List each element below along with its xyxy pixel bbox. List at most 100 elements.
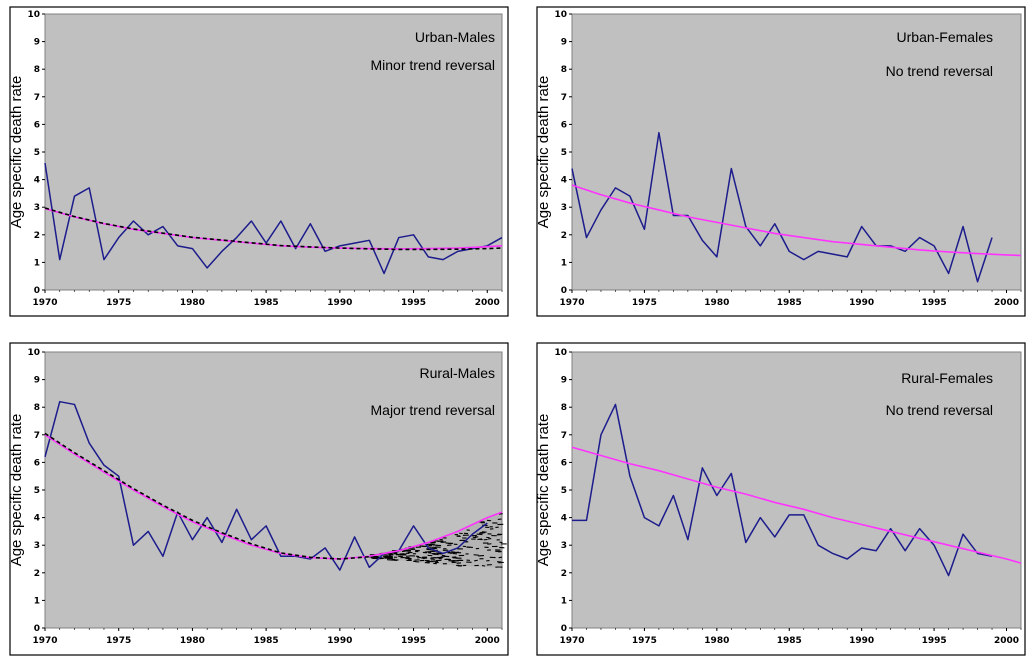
plot-area (571, 13, 1022, 291)
y-tick-label: 4 (561, 514, 567, 524)
x-tick-label: 1995 (922, 636, 947, 646)
x-tick-label: 1975 (106, 636, 131, 646)
axes: 0 1 2 3 4 5 6 7 8 9 10 1970 1975 1980 1985 1990 1995 2000 (27, 10, 503, 308)
series-line-trend (571, 184, 1022, 257)
x-tick-label: 1980 (704, 636, 729, 646)
y-tick-label: 7 (34, 93, 40, 103)
chart-panel: 0 1 2 3 4 5 6 7 8 9 10 1970 1975 1980 1985 1990 1995 2000… (8, 342, 509, 656)
y-tick-label: 4 (34, 514, 40, 524)
x-tick-label: 1985 (254, 636, 279, 646)
y-tick-label: 9 (561, 376, 567, 386)
panel-annotation: Rural-Females (901, 370, 993, 386)
y-tick-label: 9 (34, 38, 40, 48)
y-tick-label: 3 (34, 203, 40, 213)
y-tick-label: 8 (561, 403, 567, 413)
y-axis-label: Age specific death rate (8, 414, 25, 567)
chart-panel: 0 1 2 3 4 5 6 7 8 9 10 1970 1975 1980 1985 1990 1995 2000… (535, 6, 1026, 317)
y-tick-label: 2 (34, 231, 40, 241)
x-tick-label: 1975 (632, 298, 657, 308)
y-tick-label: 5 (34, 148, 40, 158)
x-tick-label: 1975 (106, 298, 131, 308)
x-tick-label: 1980 (704, 298, 729, 308)
x-tick-label: 1980 (180, 636, 205, 646)
panel-annotation: No trend reversal (886, 402, 993, 418)
y-tick-label: 3 (34, 541, 40, 551)
x-tick-label: 1970 (32, 298, 57, 308)
y-tick-label: 8 (561, 65, 567, 75)
y-tick-label: 0 (561, 286, 567, 296)
x-tick-label: 1970 (559, 636, 584, 646)
plot-area (44, 13, 503, 291)
y-tick-label: 10 (27, 10, 40, 20)
series-line-trend-dashed (44, 432, 370, 560)
y-tick-label: 5 (561, 486, 567, 496)
y-tick-label: 1 (34, 258, 40, 268)
axes: 0 1 2 3 4 5 6 7 8 9 10 1970 1975 1980 1985 1990 1995 2000 (554, 348, 1022, 646)
y-tick-label: 9 (561, 38, 567, 48)
y-tick-label: 8 (34, 403, 40, 413)
x-tick-label: 1990 (327, 636, 352, 646)
y-tick-label: 3 (561, 541, 567, 551)
x-tick-label: 2000 (475, 298, 500, 308)
y-tick-label: 2 (561, 569, 567, 579)
y-tick-label: 1 (561, 258, 567, 268)
y-tick-label: 8 (34, 65, 40, 75)
y-tick-label: 4 (561, 176, 567, 186)
x-tick-label: 1970 (559, 298, 584, 308)
y-tick-label: 7 (34, 431, 40, 441)
panel-annotation: No trend reversal (886, 63, 993, 79)
y-tick-label: 7 (561, 93, 567, 103)
series-line-observed (44, 162, 503, 275)
y-tick-label: 1 (34, 596, 40, 606)
y-tick-label: 6 (561, 120, 567, 130)
x-tick-label: 1980 (180, 298, 205, 308)
panel-annotation: Urban-Males (415, 29, 495, 45)
y-tick-label: 7 (561, 431, 567, 441)
chart-panel: 0 1 2 3 4 5 6 7 8 9 10 1970 1975 1980 1985 1990 1995 2000… (8, 6, 509, 317)
y-tick-label: 10 (554, 10, 567, 20)
x-tick-label: 1995 (922, 298, 947, 308)
y-axis-label: Age specific death rate (8, 76, 25, 229)
x-tick-label: 1985 (777, 298, 802, 308)
x-tick-label: 2000 (475, 636, 500, 646)
y-axis-label: Age specific death rate (535, 76, 552, 229)
y-tick-label: 1 (561, 596, 567, 606)
series-line-observed (44, 400, 488, 571)
y-tick-label: 5 (34, 486, 40, 496)
panel-annotation: Minor trend reversal (371, 57, 496, 73)
y-tick-label: 5 (561, 148, 567, 158)
y-tick-label: 3 (561, 203, 567, 213)
series-line-trend (571, 446, 1022, 564)
x-tick-label: 2000 (994, 636, 1019, 646)
series-line-observed (571, 131, 993, 283)
y-tick-label: 0 (34, 286, 40, 296)
x-tick-label: 1985 (777, 636, 802, 646)
series-line-trend (44, 434, 503, 560)
axes: 0 1 2 3 4 5 6 7 8 9 10 1970 1975 1980 1985 1990 1995 2000 (554, 10, 1022, 308)
x-tick-label: 2000 (994, 298, 1019, 308)
y-tick-label: 10 (554, 348, 567, 358)
x-tick-label: 1970 (32, 636, 57, 646)
y-tick-label: 0 (34, 624, 40, 634)
axes: 0 1 2 3 4 5 6 7 8 9 10 1970 1975 1980 1985 1990 1995 2000 (27, 348, 503, 646)
chart-panel: 0 1 2 3 4 5 6 7 8 9 10 1970 1975 1980 1985 1990 1995 2000… (535, 342, 1026, 656)
x-tick-label: 1990 (849, 636, 874, 646)
plot-area (571, 351, 1022, 629)
y-tick-label: 10 (27, 348, 40, 358)
plot-area (44, 351, 503, 629)
panel-annotation: Urban-Females (897, 29, 993, 45)
y-axis-label: Age specific death rate (535, 414, 552, 567)
y-tick-label: 2 (561, 231, 567, 241)
y-tick-label: 9 (34, 376, 40, 386)
x-tick-label: 1995 (401, 636, 426, 646)
series-line-trend-dashed (44, 207, 503, 251)
y-tick-label: 0 (561, 624, 567, 634)
x-tick-label: 1985 (254, 298, 279, 308)
panel-annotation: Major trend reversal (371, 402, 496, 418)
y-tick-label: 6 (34, 458, 40, 468)
panel-annotation: Rural-Males (420, 365, 495, 381)
y-tick-label: 2 (34, 569, 40, 579)
y-tick-label: 6 (34, 120, 40, 130)
